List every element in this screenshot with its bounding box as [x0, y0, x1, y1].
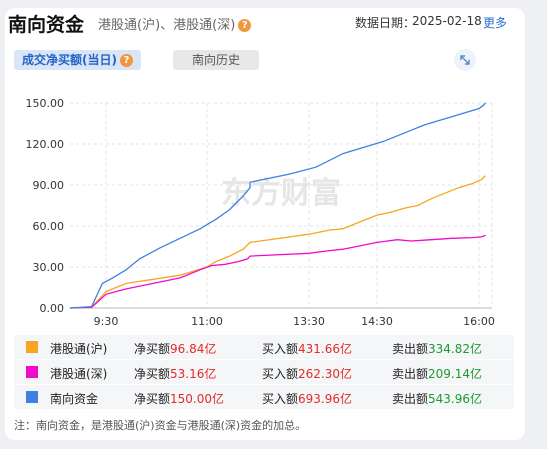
legend-name: 南向资金 [50, 392, 99, 406]
x-tick-label: 11:00 [191, 315, 223, 328]
series-line-2 [69, 102, 486, 309]
net-label: 净买额 [134, 367, 171, 381]
help-icon[interactable]: ? [238, 19, 252, 32]
more-link[interactable]: 更多 [483, 16, 508, 30]
y-tick-label: 60.00 [33, 220, 65, 233]
net-buy-line-chart: 东方财富 150.00 120.00 90.00 60.00 30.00 0.00 9:30 1… [26, 97, 495, 328]
y-tick-label: 90.00 [33, 179, 65, 192]
sell-value: 334.82亿 [428, 342, 483, 356]
x-tick-label: 13:30 [293, 315, 325, 328]
sell-label: 卖出额 [392, 367, 429, 381]
legend-net: 净买额96.84亿 [134, 340, 216, 357]
x-tick-label: 9:30 [94, 315, 119, 328]
expand-icon[interactable] [454, 49, 476, 71]
tab-help-icon[interactable]: ? [119, 54, 133, 67]
legend-net: 净买额150.00亿 [134, 390, 224, 407]
sell-label: 卖出额 [392, 392, 429, 406]
tab-southbound-history[interactable]: 南向历史 [173, 50, 259, 70]
buy-value: 431.66亿 [298, 342, 353, 356]
legend-name: 港股通(沪) [50, 342, 108, 356]
footnote: 注：南向资金，是港股通(沪)资金与港股通(深)资金的加总。 [14, 419, 307, 432]
legend-row-total: 南向资金 净买额150.00亿 买入额693.96亿 卖出额543.96亿 [14, 385, 514, 409]
net-value: 150.00亿 [170, 392, 225, 406]
legend-buy: 买入额693.96亿 [262, 390, 352, 407]
legend-name: 港股通(深) [50, 367, 108, 381]
legend-sell: 卖出额334.82亿 [392, 340, 482, 357]
y-tick-label: 120.00 [26, 138, 65, 151]
series-line-0 [69, 175, 486, 309]
legend-sell: 卖出额209.14亿 [392, 365, 482, 382]
legend-swatch-sz [26, 366, 38, 378]
net-label: 净买额 [134, 392, 171, 406]
legend-swatch-total [26, 391, 38, 403]
page-title: 南向资金 [8, 14, 85, 36]
buy-label: 买入额 [262, 367, 299, 381]
sell-value: 209.14亿 [428, 367, 483, 381]
net-label: 净买额 [134, 342, 171, 356]
sell-value: 543.96亿 [428, 392, 483, 406]
legend-buy: 买入额262.30亿 [262, 365, 352, 382]
legend-row-sh: 港股通(沪) 净买额96.84亿 买入额431.66亿 卖出额334.82亿 [14, 335, 514, 359]
net-value: 53.16亿 [170, 367, 217, 381]
legend-buy: 买入额431.66亿 [262, 340, 352, 357]
date-label: 数据日期： [355, 16, 416, 30]
legend-swatch-sh [26, 341, 38, 353]
page-subtitle: 港股通(沪)、港股通(深)? [98, 14, 252, 33]
buy-value: 693.96亿 [298, 392, 353, 406]
series-line-1 [69, 234, 486, 309]
buy-label: 买入额 [262, 392, 299, 406]
legend-row-sz: 港股通(深) 净买额53.16亿 买入额262.30亿 卖出额209.14亿 [14, 360, 514, 384]
x-tick-label: 16:00 [463, 315, 495, 328]
y-tick-label: 30.00 [33, 261, 65, 274]
tab-net-buy-today[interactable]: 成交净买额(当日)? [14, 50, 141, 70]
legend-table: 港股通(沪) 净买额96.84亿 买入额431.66亿 卖出额334.82亿 港… [14, 335, 514, 410]
y-tick-label: 0.00 [40, 302, 65, 315]
legend-net: 净买额53.16亿 [134, 365, 216, 382]
sell-label: 卖出额 [392, 342, 429, 356]
buy-label: 买入额 [262, 342, 299, 356]
x-tick-label: 14:30 [361, 315, 393, 328]
tab-net-buy-label: 成交净买额(当日) [22, 53, 117, 67]
buy-value: 262.30亿 [298, 367, 353, 381]
data-date: 2025-02-18 [412, 14, 482, 28]
legend-sell: 卖出额543.96亿 [392, 390, 482, 407]
subtitle-text: 港股通(沪)、港股通(深) [98, 18, 236, 33]
y-tick-label: 150.00 [26, 97, 65, 110]
watermark-text: 东方财富 [221, 176, 341, 211]
net-value: 96.84亿 [170, 342, 217, 356]
